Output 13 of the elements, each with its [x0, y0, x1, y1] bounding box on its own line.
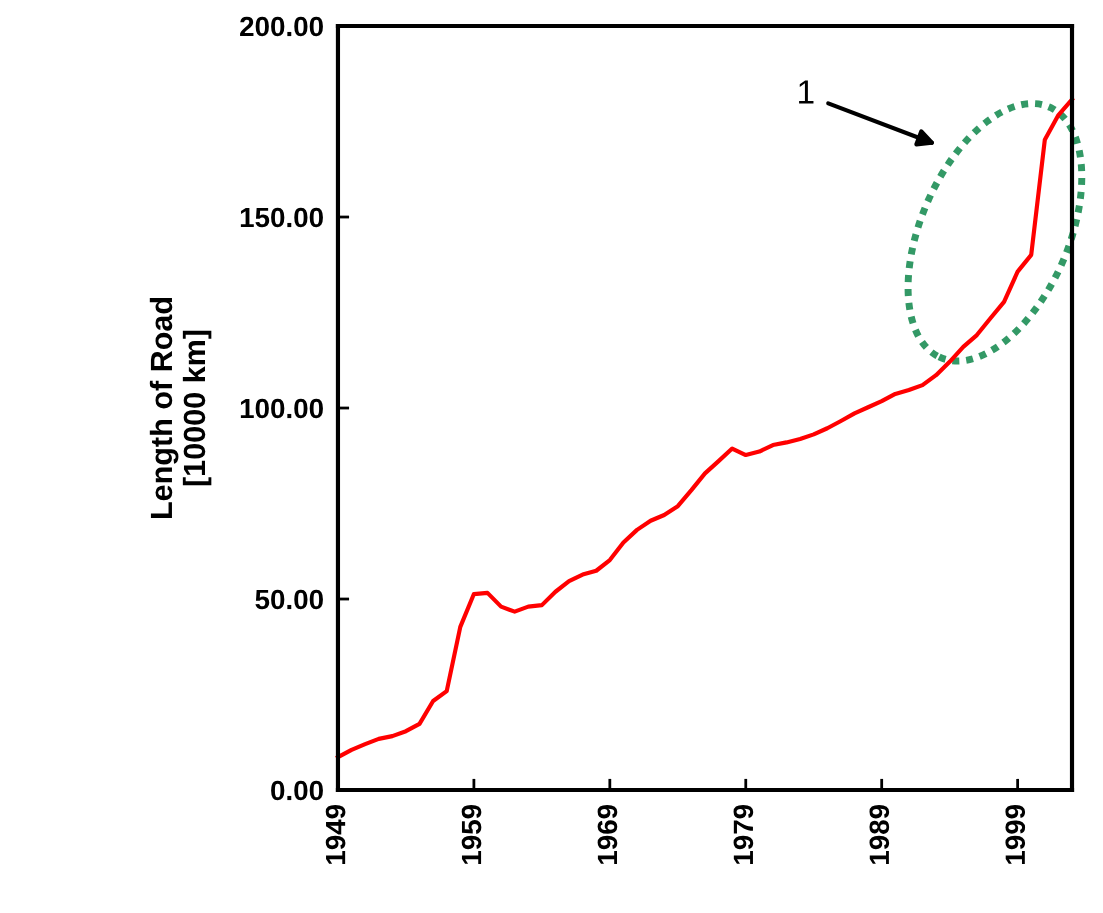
annotation: 1 [799, 80, 814, 104]
y-axis-title: Length of Road [10000 km] [149, 298, 212, 518]
y-tick-label: 0.00 [271, 780, 323, 801]
y-tick-label: 100.00 [240, 398, 323, 419]
y-tick-label: 200.00 [240, 16, 323, 37]
y-tick-label: 150.00 [240, 207, 323, 228]
x-tick-label: 1989 [869, 804, 890, 864]
x-tick-label: 1999 [1005, 804, 1026, 864]
x-tick-label: 1959 [461, 804, 482, 864]
x-tick-label: 1979 [733, 804, 754, 864]
y-tick-label: 50.00 [255, 589, 323, 610]
x-tick-label: 1969 [597, 804, 618, 864]
x-tick-label: 1949 [325, 804, 346, 864]
